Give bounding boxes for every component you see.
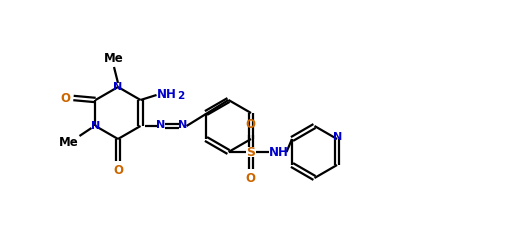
Text: Me: Me	[104, 52, 124, 64]
Text: O: O	[245, 173, 256, 185]
Text: N: N	[113, 82, 122, 92]
Text: O: O	[113, 164, 123, 176]
Text: N: N	[178, 120, 187, 130]
Text: O: O	[245, 119, 256, 131]
Text: NH: NH	[156, 88, 176, 100]
Text: N: N	[333, 132, 343, 142]
Text: Me: Me	[59, 137, 78, 149]
Text: N: N	[156, 120, 165, 130]
Text: 2: 2	[177, 91, 184, 101]
Text: NH: NH	[269, 146, 289, 158]
Text: O: O	[61, 91, 71, 104]
Text: S: S	[246, 146, 255, 158]
Text: N: N	[91, 121, 100, 131]
